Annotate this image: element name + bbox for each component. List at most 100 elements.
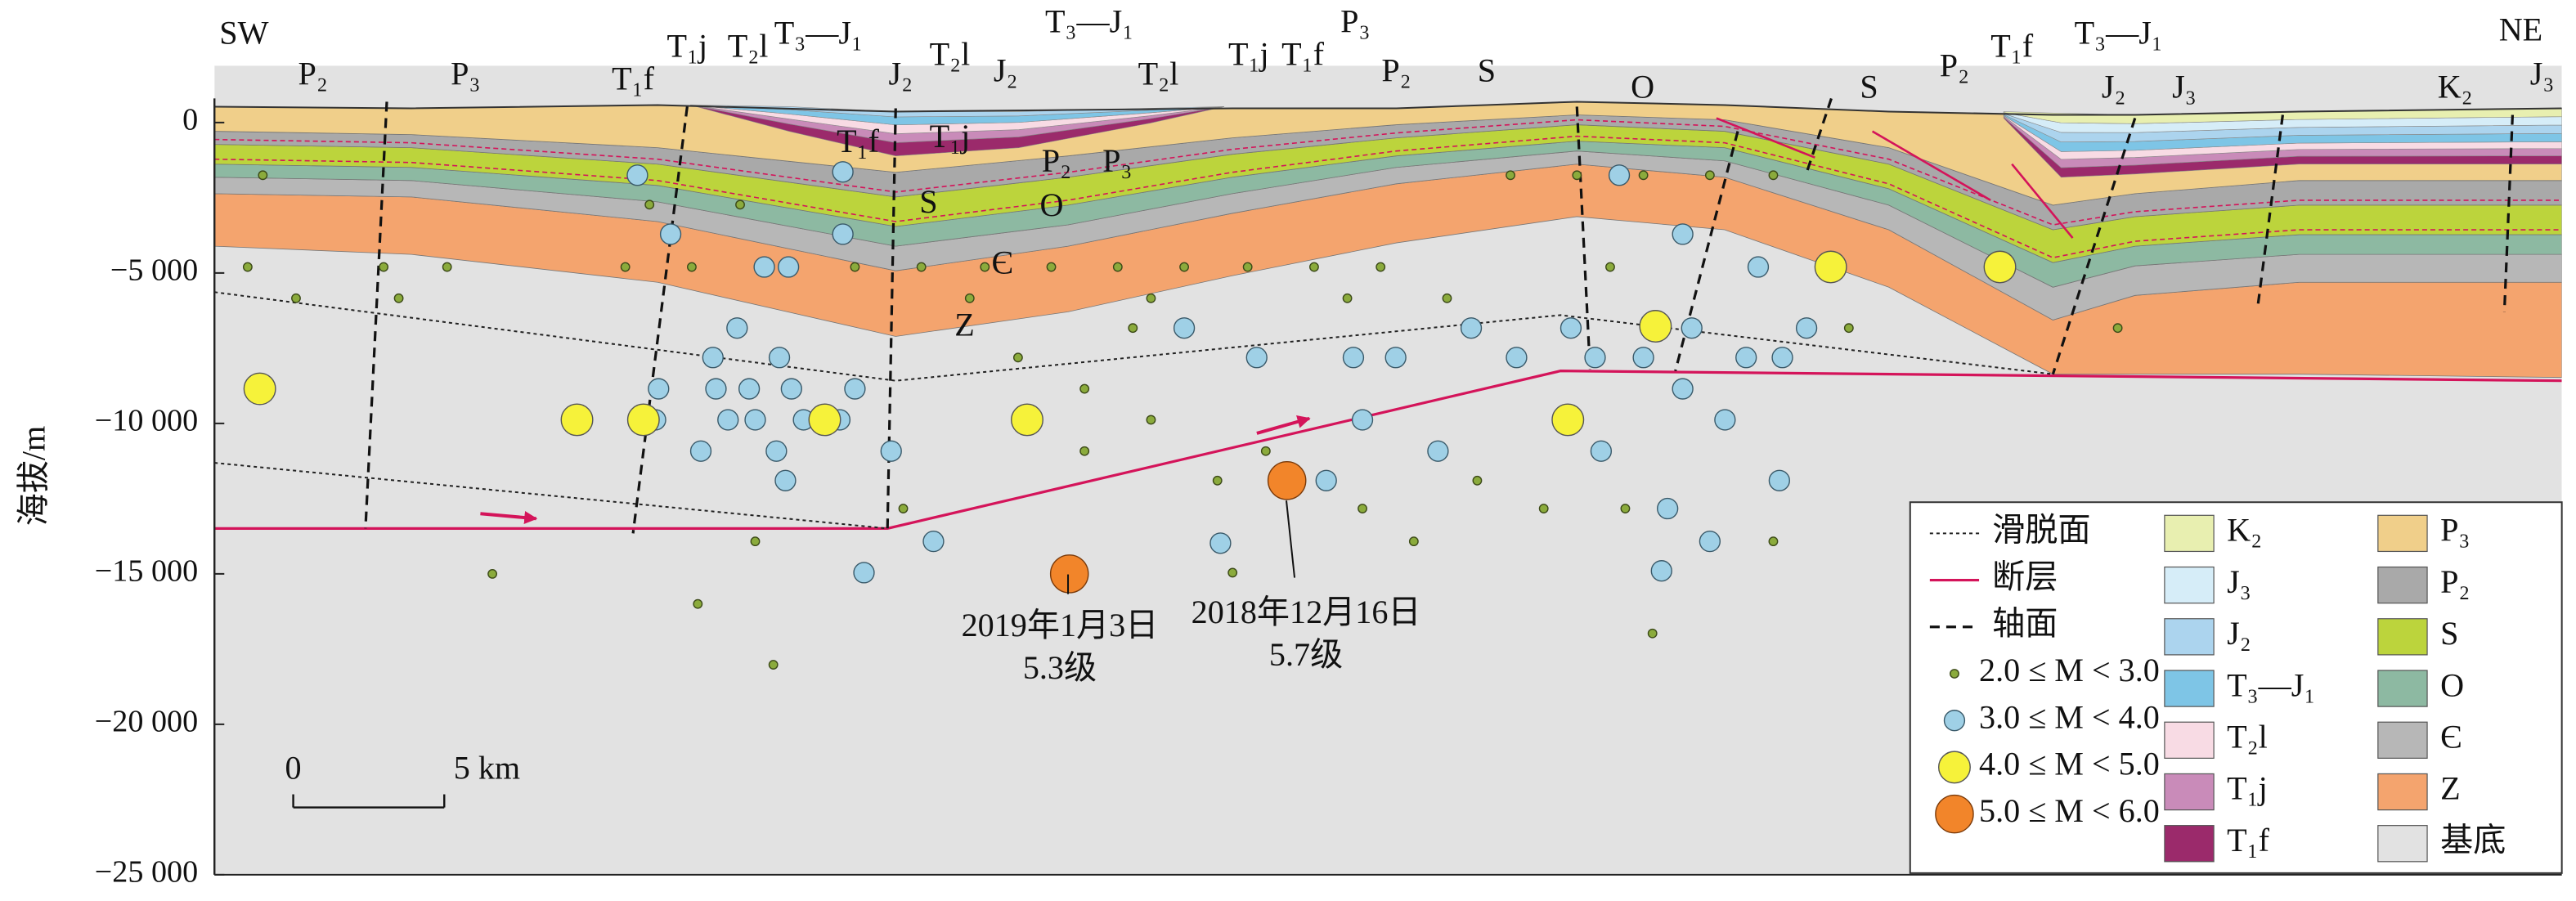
earthquake-point (832, 161, 854, 183)
earthquake-point (1427, 440, 1449, 462)
earthquake-point (291, 293, 301, 303)
earthquake-point (1315, 469, 1337, 491)
earthquake-point (1245, 347, 1268, 369)
earthquake-point (726, 317, 748, 339)
axial-plane (2502, 114, 2515, 312)
earthquake-point (1699, 530, 1721, 553)
surface-line (214, 101, 2562, 116)
y-tick-label: −20 000 (95, 705, 198, 739)
arrow (480, 511, 538, 525)
earthquake-point (750, 536, 761, 547)
earthquake-point (1384, 347, 1407, 369)
earthquake-point (1672, 223, 1694, 245)
formation-label: S (919, 183, 937, 220)
legend-swatch (2164, 618, 2215, 656)
formation-label: J₂ (2102, 69, 2126, 105)
fault (2011, 163, 2074, 239)
earthquake-point (1146, 293, 1156, 303)
legend-label: 轴面 (1992, 605, 2058, 642)
earthquake-point (560, 403, 594, 437)
earthquake-point (738, 378, 761, 400)
formation-label: P₂ (298, 56, 328, 92)
legend-marker (1950, 669, 1959, 679)
earthquake-point (1079, 446, 1090, 456)
earthquake-point (659, 223, 682, 245)
formation-label: P₂ (1940, 47, 1969, 84)
earthquake-point (844, 378, 866, 400)
earthquake-point (648, 378, 670, 400)
earthquake-point (1605, 262, 1615, 272)
y-tick-label: −10 000 (95, 404, 198, 438)
earthquake-point (1632, 347, 1654, 369)
earthquake-point (774, 469, 797, 491)
formation-label: O (1039, 186, 1063, 223)
y-tick-label: −15 000 (95, 554, 198, 589)
y-tick-label: −5 000 (110, 253, 198, 288)
formation-label: Є (991, 244, 1013, 280)
earthquake-point (777, 256, 800, 278)
formation-label: T₁f (612, 61, 654, 97)
formation-label: T₂l (930, 35, 971, 72)
y-axis-label: 海拔/m (16, 426, 52, 527)
scale-bar-label: 0 (285, 750, 302, 787)
formation-label: J₃ (2530, 56, 2555, 92)
earthquake-point (1768, 469, 1790, 491)
annotation-magnitude: 5.7级 (1269, 636, 1343, 673)
red-dashed (214, 135, 2562, 258)
legend-marker (1937, 751, 1971, 784)
legend-label: 基底 (2440, 822, 2506, 858)
formation-label: P₃ (1340, 2, 1370, 39)
earthquake-point (242, 262, 253, 272)
earthquake-point (916, 262, 927, 272)
legend-marker (1943, 710, 1966, 732)
formation-label: T₃—J₁ (1045, 2, 1133, 39)
detachment (214, 291, 2053, 382)
legend-marker (1935, 794, 1974, 834)
leader-line (1285, 500, 1296, 578)
legend-label: 4.0 ≤ M < 5.0 (1979, 746, 2160, 782)
formation-label: NE (2499, 11, 2543, 47)
earthquake-point (644, 199, 655, 210)
earthquake-point (964, 293, 975, 303)
earthquake-point (1309, 262, 1319, 272)
earthquake-point (768, 347, 791, 369)
earthquake-point (832, 223, 854, 245)
legend-label: S (2440, 615, 2458, 652)
axial-plane (364, 101, 388, 529)
formation-label: J₂ (888, 56, 913, 92)
formation-label: T₁f (837, 123, 879, 159)
annotation-date: 2019年1月3日 (962, 607, 1159, 643)
formation-label: T₁f (1990, 27, 2033, 64)
formation-label: T₂l (1138, 56, 1179, 92)
legend-label: 3.0 ≤ M < 4.0 (1979, 698, 2160, 735)
legend-swatch (2164, 721, 2215, 759)
earthquake-point (379, 262, 389, 272)
legend-swatch (2164, 566, 2215, 604)
earthquake-point (1351, 409, 1374, 431)
legend-swatch (2377, 618, 2428, 656)
legend-label: P₂ (2440, 563, 2470, 600)
legend-label: T₃—J₁ (2227, 666, 2315, 703)
earthquake-point (1983, 250, 2017, 284)
earthquake-point (853, 562, 875, 584)
earthquake-point (689, 440, 712, 462)
formation-label: S (1478, 52, 1496, 89)
legend-label: T₁f (2227, 822, 2269, 858)
earthquake-point (880, 440, 902, 462)
red-dashed (214, 119, 2562, 226)
earthquake-point (1342, 293, 1353, 303)
earthquake-point (1704, 170, 1715, 181)
legend-label: T₁j (2227, 770, 2268, 807)
formation-label: Z (954, 307, 975, 343)
earthquake-point (1538, 504, 1549, 513)
axial-plane (1805, 97, 1833, 173)
legend-label: 2.0 ≤ M < 3.0 (1979, 652, 2160, 688)
earthquake-point (1472, 475, 1483, 486)
legend-label: T₂l (2227, 719, 2268, 755)
detachment (214, 462, 888, 530)
earthquake-point (735, 199, 745, 210)
axial-plane (2051, 118, 2137, 375)
earthquake-point (1260, 446, 1271, 456)
legend-label: J₃ (2227, 563, 2251, 600)
earthquake-point (1267, 461, 1307, 500)
